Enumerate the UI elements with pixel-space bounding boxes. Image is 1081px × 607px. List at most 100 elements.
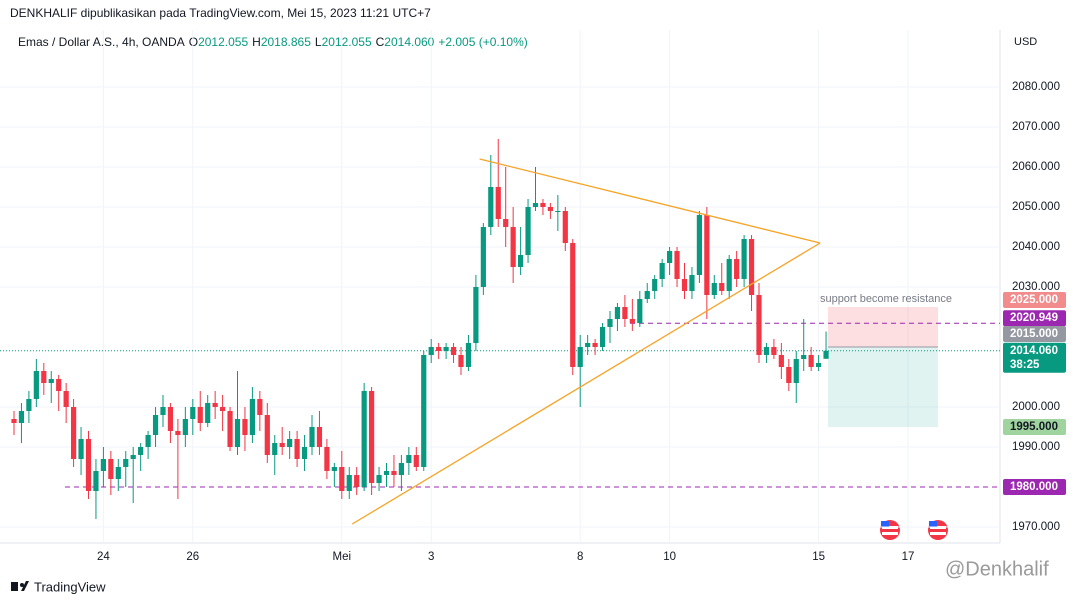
candle-body (607, 319, 613, 327)
candle-body (234, 419, 241, 447)
candle-body (674, 251, 680, 279)
candle-body (711, 283, 717, 295)
candle-body (503, 219, 509, 227)
candle-body (599, 327, 606, 347)
flag-icon (880, 520, 900, 540)
candle-body (93, 471, 99, 491)
candle-body (577, 347, 583, 367)
legend-change: +2.005 (+0.10%) (438, 35, 527, 49)
candle-body (287, 439, 293, 447)
candle-body (495, 187, 501, 219)
candle-body (220, 407, 226, 411)
candle-body (339, 467, 345, 491)
candle-body (488, 187, 494, 227)
candle-body (100, 459, 106, 471)
legend-value: 2012.055 (322, 35, 372, 49)
candle-body (771, 347, 777, 355)
candle-body (726, 259, 732, 291)
candle-body (294, 439, 300, 459)
y-tick-label: 1970.000 (1012, 521, 1060, 533)
candle-body (570, 243, 576, 367)
annotation: support become resistance (820, 293, 952, 305)
candle-body (324, 447, 330, 471)
candle-body (637, 299, 643, 323)
candle-body (696, 215, 702, 275)
candle-body (614, 307, 621, 319)
x-tick-label: 26 (186, 551, 199, 563)
candle-body (331, 467, 337, 471)
y-tick-label: 2040.000 (1012, 241, 1060, 253)
candle-body (85, 439, 92, 491)
y-tick-label: 1990.000 (1012, 441, 1060, 453)
candle-body (525, 207, 531, 255)
candle-body (249, 399, 255, 435)
candle-body (406, 455, 412, 463)
candle-body (115, 467, 121, 479)
candle-body (436, 347, 442, 351)
candle-body (242, 419, 248, 435)
candle-body (763, 347, 770, 355)
candle-body (279, 443, 285, 447)
flag-icon (928, 520, 948, 540)
candle-body (190, 407, 196, 419)
price-label-box (1003, 479, 1066, 495)
y-tick-label: 2060.000 (1012, 161, 1060, 173)
price-label: 1980.000 (1010, 481, 1058, 493)
candle-body (33, 371, 39, 399)
x-tick-label: 24 (97, 551, 110, 563)
candle-body (227, 411, 233, 447)
candle-body (145, 435, 151, 447)
countdown: 38:25 (1010, 359, 1040, 371)
x-tick-label: 3 (428, 551, 434, 563)
candle-body (346, 475, 352, 491)
x-tick-label: Mei (333, 551, 352, 563)
x-tick-label: 15 (812, 551, 825, 563)
candle-body (808, 355, 814, 367)
candle-body (555, 211, 561, 212)
candle-body (41, 371, 47, 383)
legend-key: O (189, 35, 198, 49)
candle-body (138, 447, 144, 455)
legend-key: L (315, 35, 322, 49)
trendline (351, 242, 821, 525)
candle-body (585, 343, 591, 347)
candle-body (175, 431, 181, 435)
candle-body (354, 475, 360, 487)
price-label-box (1003, 326, 1066, 342)
candle-body (78, 439, 84, 459)
price-label-box (1003, 419, 1066, 435)
candle-body (719, 283, 725, 291)
candle-body (71, 407, 77, 459)
candle-body (532, 203, 539, 207)
candle-body (56, 379, 62, 391)
legend-value: 2018.865 (261, 35, 311, 49)
price-label-box (1003, 342, 1066, 373)
candle-body (465, 343, 472, 367)
trendline (479, 158, 821, 244)
legend-key: C (376, 35, 385, 49)
candle-body (823, 350, 829, 359)
candle-body (63, 391, 69, 407)
price-label-box (1003, 292, 1066, 308)
price-label: 1995.000 (1010, 421, 1058, 433)
candle-body (756, 295, 762, 355)
candle-body (748, 239, 755, 295)
candle-body (301, 447, 308, 459)
candle-body (547, 207, 553, 211)
target-zone (828, 347, 938, 427)
candle-body (473, 287, 479, 343)
candle-body (450, 347, 457, 355)
candle-body (644, 291, 650, 299)
candle-body (257, 399, 263, 415)
legend-value: 2012.055 (198, 35, 248, 49)
y-tick-label: 2050.000 (1012, 201, 1060, 213)
candle-body (667, 251, 673, 263)
y-tick-label: 2080.000 (1012, 81, 1060, 93)
candle-body (704, 215, 710, 295)
candle-body (376, 475, 382, 483)
y-tick-label: 2030.000 (1012, 281, 1060, 293)
candle-body (778, 355, 784, 367)
candle-body (152, 415, 159, 435)
